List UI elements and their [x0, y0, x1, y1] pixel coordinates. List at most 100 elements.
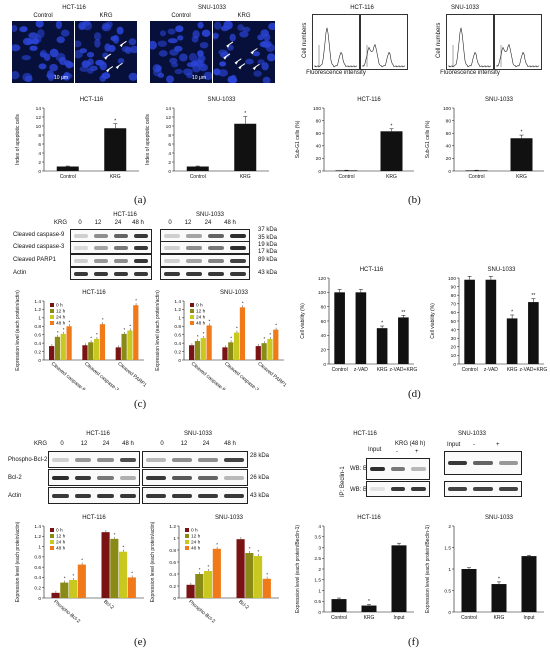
bar — [77, 564, 86, 598]
legend-label: 48 h — [56, 321, 66, 327]
ip-line-hct116: HCT-116 — [353, 431, 377, 437]
tick-label-y: 100 — [448, 276, 456, 282]
blot-band — [94, 258, 108, 263]
wb-label-bcl2: WB: Bcl-2 — [350, 466, 377, 472]
blot-band — [52, 493, 69, 498]
blot-row-label: Bcl-2 — [8, 475, 22, 481]
tick-label-y: 0 — [38, 596, 41, 602]
chart-title: SNU-1033 — [487, 267, 516, 273]
chart-title: HCT-116 — [80, 97, 104, 103]
tick-label-x: Cleaved PARP1 — [116, 361, 147, 389]
panel-letter-e: (e) — [134, 636, 147, 648]
tick-label-x: Phospho-Bcl-2 — [52, 599, 81, 625]
legend-label: 12 h — [196, 309, 206, 315]
significance-star: * — [69, 319, 71, 324]
ip-strip-bcl2-snu1033 — [444, 451, 522, 475]
blot-band — [164, 258, 180, 263]
blot-band — [52, 475, 69, 480]
tick-label-y: 20 — [451, 345, 457, 351]
arrow-icon — [119, 40, 127, 48]
blot-band — [208, 233, 224, 238]
tick-label-x: z-VAD+KRG — [519, 367, 547, 373]
kda-marker: 37 kDa — [258, 227, 278, 233]
blot-band — [230, 233, 246, 238]
nucleus — [38, 63, 47, 70]
blot-band — [411, 487, 426, 491]
significance-star: * — [236, 326, 238, 331]
nucleus — [37, 29, 45, 38]
blot-strip-hct116 — [70, 241, 152, 254]
arrow-icon — [252, 63, 260, 71]
axis-label-y: Expression level (each protein/Beclin-1) — [425, 525, 431, 613]
blot-band — [94, 271, 108, 276]
blot-strip-snu1033 — [142, 451, 248, 468]
nucleus — [82, 21, 91, 26]
significance-star: * — [511, 309, 513, 315]
tick-label-y: 0.2 — [34, 349, 41, 355]
micrograph-title-snu1033: SNU-1033 — [197, 5, 227, 11]
significance-star: * — [114, 118, 116, 124]
bar — [51, 592, 60, 598]
micrograph-snu1033-control: 10 μm — [150, 21, 212, 83]
tick-label-y: 60 — [321, 319, 327, 325]
blot-krg-label: KRG — [54, 220, 68, 226]
tick-label-y: 14 — [36, 106, 42, 112]
micrograph-hct116-control: 10 μm — [12, 21, 74, 83]
bar — [391, 545, 407, 612]
blot-band — [390, 487, 406, 491]
nucleus — [65, 62, 74, 68]
bar — [94, 338, 100, 360]
nucleus — [26, 38, 34, 45]
blot-band — [473, 487, 493, 491]
chart-title: HCT-116 — [82, 515, 106, 521]
bar — [115, 347, 121, 360]
nucleus — [242, 26, 251, 33]
blot-band — [198, 493, 218, 498]
blot-band — [74, 233, 88, 238]
bar — [461, 569, 477, 612]
legend-label: 48 h — [196, 321, 206, 327]
blot-band — [448, 461, 468, 465]
legend-swatch — [185, 546, 189, 550]
ip-minus: - — [473, 442, 475, 448]
bar — [186, 166, 209, 171]
tick-label-x: Bcl-2 — [102, 599, 115, 611]
blot-band — [172, 457, 192, 462]
tick-label-x: Bcl-2 — [237, 599, 250, 611]
panel-letter-c: (c) — [134, 398, 147, 410]
blot-band — [146, 493, 166, 498]
panel-letter-f: (f) — [408, 636, 419, 648]
tick-label-x: KRG — [364, 615, 375, 621]
ip-input-label: Input — [368, 447, 382, 453]
tick-label-y: 1.2 — [34, 307, 41, 313]
blot-band — [164, 245, 180, 250]
axis-label-y: Index of apoptotic cells — [15, 114, 21, 165]
chart-title: HCT-116 — [82, 290, 106, 296]
chart-title: SNU-1033 — [207, 97, 236, 103]
significance-star: * — [381, 321, 383, 327]
micrograph-hct116-krg — [75, 21, 137, 83]
flow-ylabel: Cell numbers — [302, 22, 308, 58]
bar — [234, 332, 240, 360]
nucleus — [177, 35, 184, 41]
blot-band — [94, 245, 108, 250]
blot-line-snu1033: SNU-1033 — [183, 431, 213, 437]
nucleus — [121, 46, 130, 53]
blot-band — [230, 245, 246, 250]
tick-label-x: KRG — [516, 174, 527, 180]
bar — [104, 128, 127, 171]
flow-histogram-control — [446, 14, 494, 70]
chart-title: HCT-116 — [357, 515, 381, 521]
significance-star: * — [244, 111, 246, 117]
tick-label-y: 1.2 — [169, 524, 176, 530]
nucleus — [201, 29, 211, 37]
significance-star: * — [391, 123, 393, 129]
significance-star: * — [122, 545, 124, 550]
blot-band — [94, 233, 108, 238]
legend-label: 0 h — [196, 303, 203, 309]
tick-label-y: 2 — [168, 160, 171, 166]
significance-star: * — [131, 570, 133, 575]
blot-band — [146, 457, 166, 462]
nucleus — [213, 68, 221, 76]
tick-label-y: 6 — [168, 142, 171, 148]
